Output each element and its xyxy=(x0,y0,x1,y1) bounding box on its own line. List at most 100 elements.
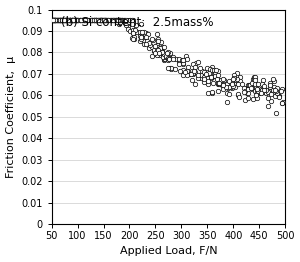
Point xyxy=(102,18,107,22)
Point xyxy=(54,18,58,22)
Point xyxy=(68,18,73,22)
Point xyxy=(64,18,69,22)
Point xyxy=(220,87,225,91)
Point xyxy=(111,18,116,22)
Point xyxy=(186,72,191,76)
Point xyxy=(60,18,65,22)
Point xyxy=(51,18,56,22)
Point xyxy=(50,18,54,22)
Point xyxy=(181,62,186,66)
Point xyxy=(64,18,69,22)
Point xyxy=(51,18,56,22)
Point xyxy=(61,18,66,22)
Point xyxy=(155,37,160,41)
Point xyxy=(227,92,232,96)
Point xyxy=(242,90,246,94)
Point xyxy=(280,87,284,91)
Point xyxy=(165,51,170,55)
Point xyxy=(183,69,188,74)
Point xyxy=(92,18,97,22)
Point xyxy=(280,101,284,105)
Point xyxy=(231,77,236,81)
Point xyxy=(92,18,97,22)
Point xyxy=(70,18,74,22)
Point xyxy=(185,65,190,69)
Point xyxy=(251,96,256,101)
Point xyxy=(60,18,65,22)
Point xyxy=(180,58,185,62)
Point xyxy=(84,18,89,22)
Point xyxy=(116,22,121,26)
Point xyxy=(74,18,79,22)
Point xyxy=(70,18,75,22)
Point xyxy=(154,43,159,47)
Point xyxy=(140,30,145,34)
Point xyxy=(134,23,138,27)
Point xyxy=(131,37,136,41)
Point xyxy=(257,85,262,89)
Point xyxy=(68,18,73,22)
Point xyxy=(62,18,67,22)
Point xyxy=(92,18,97,22)
Point xyxy=(82,18,87,22)
Point xyxy=(146,32,150,36)
Point xyxy=(65,18,70,22)
Point xyxy=(53,18,58,22)
Point xyxy=(100,18,105,22)
Point xyxy=(100,18,104,22)
Point xyxy=(230,86,234,90)
Point xyxy=(266,90,271,94)
Point xyxy=(92,18,96,22)
Point xyxy=(105,18,110,22)
Point xyxy=(255,87,260,91)
Point xyxy=(57,18,62,22)
Point xyxy=(64,18,69,22)
Point xyxy=(260,82,264,86)
Point xyxy=(208,68,213,72)
Point xyxy=(108,18,113,22)
Point xyxy=(60,18,65,22)
Point xyxy=(220,83,224,87)
Point xyxy=(162,57,167,61)
Point xyxy=(112,18,117,22)
Point xyxy=(254,96,259,100)
Point xyxy=(191,72,196,76)
Point xyxy=(193,64,198,69)
Point xyxy=(61,18,66,22)
Point xyxy=(143,35,148,39)
Point xyxy=(74,18,78,22)
Point xyxy=(55,18,60,22)
Point xyxy=(52,18,57,22)
Point xyxy=(59,18,64,22)
Point xyxy=(279,89,284,94)
Point xyxy=(56,18,60,22)
Point xyxy=(103,18,108,22)
Point xyxy=(258,91,263,96)
Point xyxy=(68,18,72,22)
Point xyxy=(75,18,80,22)
Point xyxy=(106,18,110,22)
Point xyxy=(152,49,157,53)
Point xyxy=(130,18,134,22)
Point xyxy=(150,54,155,58)
Point xyxy=(59,18,64,22)
Point xyxy=(93,18,98,22)
Point xyxy=(255,81,260,86)
Point xyxy=(141,42,146,46)
Point xyxy=(258,90,262,94)
Point xyxy=(98,18,103,22)
Point xyxy=(102,18,107,22)
Point xyxy=(153,51,158,55)
Point xyxy=(59,18,64,22)
Point xyxy=(96,18,101,22)
Point xyxy=(194,61,199,65)
Point xyxy=(75,18,80,22)
Point xyxy=(78,18,82,22)
Point xyxy=(58,18,63,22)
Point xyxy=(110,18,114,22)
Point xyxy=(255,89,260,93)
Point xyxy=(65,18,70,22)
Point xyxy=(51,18,56,22)
Point xyxy=(83,18,88,22)
Point xyxy=(201,75,206,80)
